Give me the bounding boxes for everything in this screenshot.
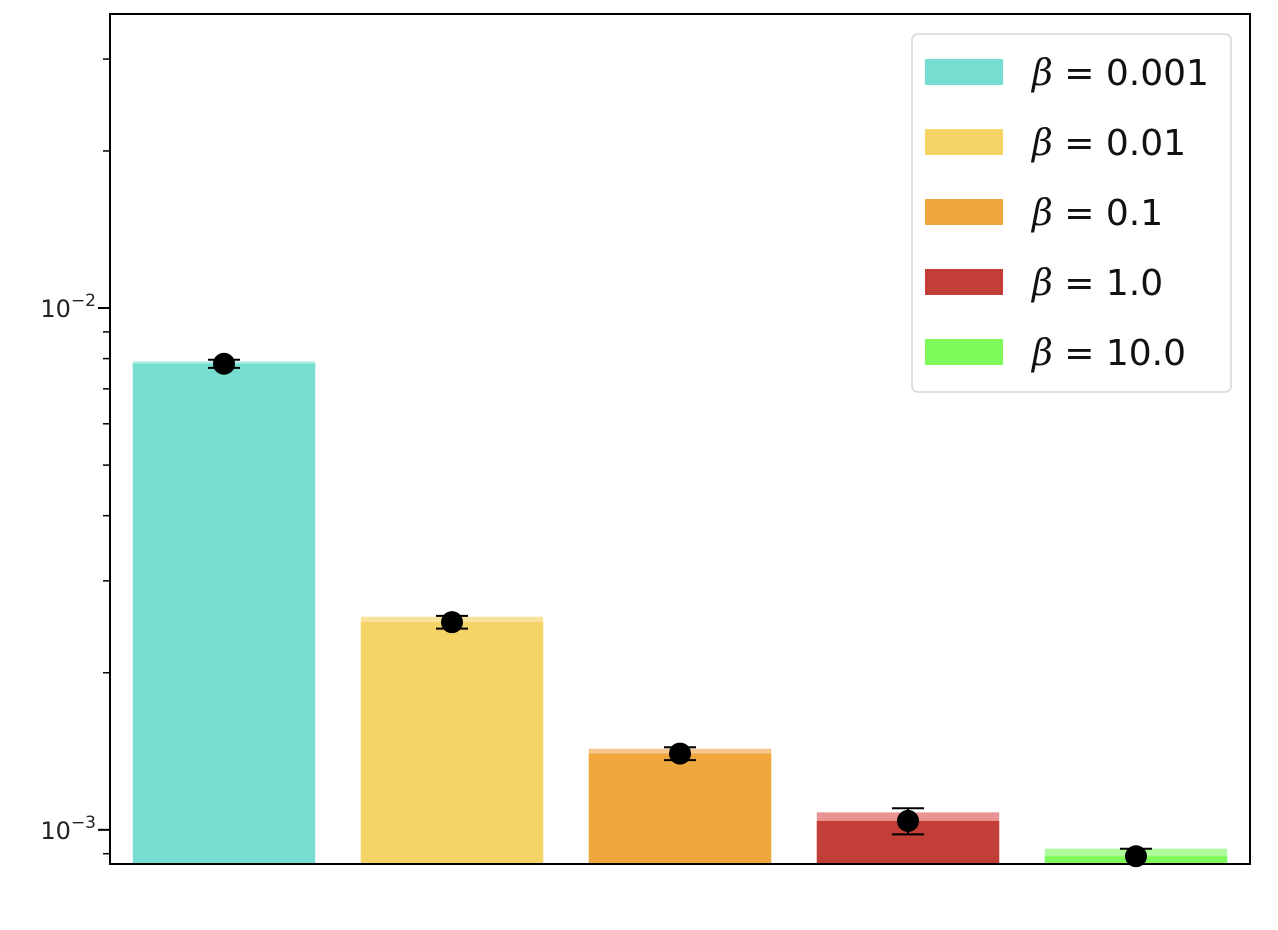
legend-swatch-2 xyxy=(925,199,1003,225)
bars-layer xyxy=(132,352,1228,868)
mean-point-1 xyxy=(441,611,463,634)
y-tick-label-1: 10−3 xyxy=(40,813,96,845)
bar-1 xyxy=(360,622,544,864)
legend-label-1: β = 0.01 xyxy=(1030,123,1186,164)
mean-point-4 xyxy=(1125,845,1147,868)
legend-box xyxy=(911,33,1232,393)
y-tick-label-0: 10−2 xyxy=(40,291,96,323)
legend-label-3: β = 1.0 xyxy=(1030,263,1163,304)
plot-frame xyxy=(109,13,1251,865)
bar-2 xyxy=(588,753,772,864)
legend: β = 0.001 β = 0.01 β = 0.1 β = 1.0 β = 10.0 xyxy=(911,33,1232,393)
legend-swatch-4 xyxy=(925,339,1003,365)
legend-swatch-3 xyxy=(925,269,1003,295)
legend-swatch-0 xyxy=(925,59,1003,85)
mean-point-2 xyxy=(669,742,691,765)
bar-0 xyxy=(132,363,316,864)
legend-swatch-1 xyxy=(925,129,1003,155)
legend-label-2: β = 0.1 xyxy=(1030,193,1163,234)
mean-point-3 xyxy=(897,809,919,832)
legend-label-0: β = 0.001 xyxy=(1030,53,1209,94)
axes-layer: 10−2 10−3 xyxy=(40,13,1251,865)
mean-point-0 xyxy=(213,352,235,375)
legend-label-4: β = 10.0 xyxy=(1030,333,1186,374)
